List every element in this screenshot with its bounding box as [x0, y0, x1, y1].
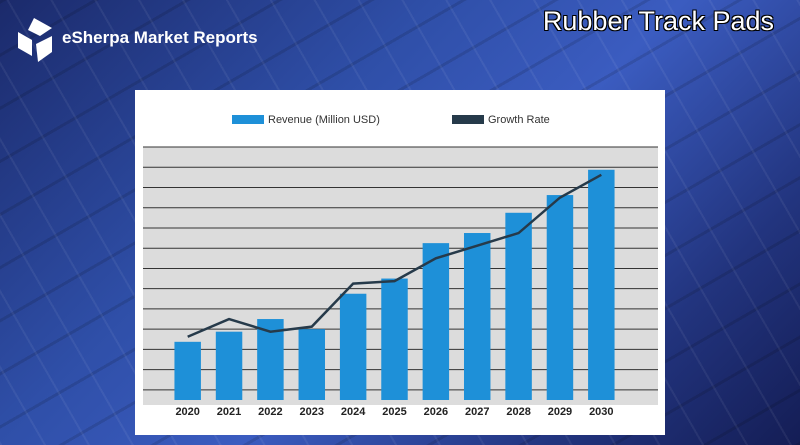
bar: [174, 341, 201, 400]
x-tick-label: 2028: [506, 406, 530, 418]
legend-label: Revenue (Million USD): [268, 114, 380, 126]
x-tick-label: 2029: [548, 406, 572, 418]
bar: [505, 212, 532, 400]
x-tick-label: 2027: [465, 406, 489, 418]
legend-swatch: [232, 115, 264, 124]
bar: [298, 329, 326, 400]
line: [187, 173, 602, 338]
logo: [18, 18, 52, 62]
bar: [339, 293, 367, 400]
x-tick-label: 2025: [382, 406, 406, 418]
x-tick-label: 2022: [258, 406, 282, 418]
x-tick-label: 2023: [300, 406, 324, 418]
x-tick-label: 2024: [341, 406, 366, 418]
brand: eSherpa Market Reports: [62, 28, 258, 47]
bar: [463, 233, 491, 400]
chart-title: Rubber Track Pads: [542, 6, 774, 36]
bar: [546, 195, 574, 400]
x-tick-label: 2020: [175, 406, 199, 418]
bar: [215, 331, 243, 400]
bar: [588, 169, 615, 400]
x-tick-label: 2030: [589, 406, 613, 418]
bar: [381, 278, 408, 400]
x-tick-label: 2026: [424, 406, 448, 418]
x-tick-label: 2021: [217, 406, 241, 418]
bar: [422, 243, 450, 400]
legend-label: Growth Rate: [488, 114, 550, 126]
legend-swatch: [452, 115, 484, 124]
